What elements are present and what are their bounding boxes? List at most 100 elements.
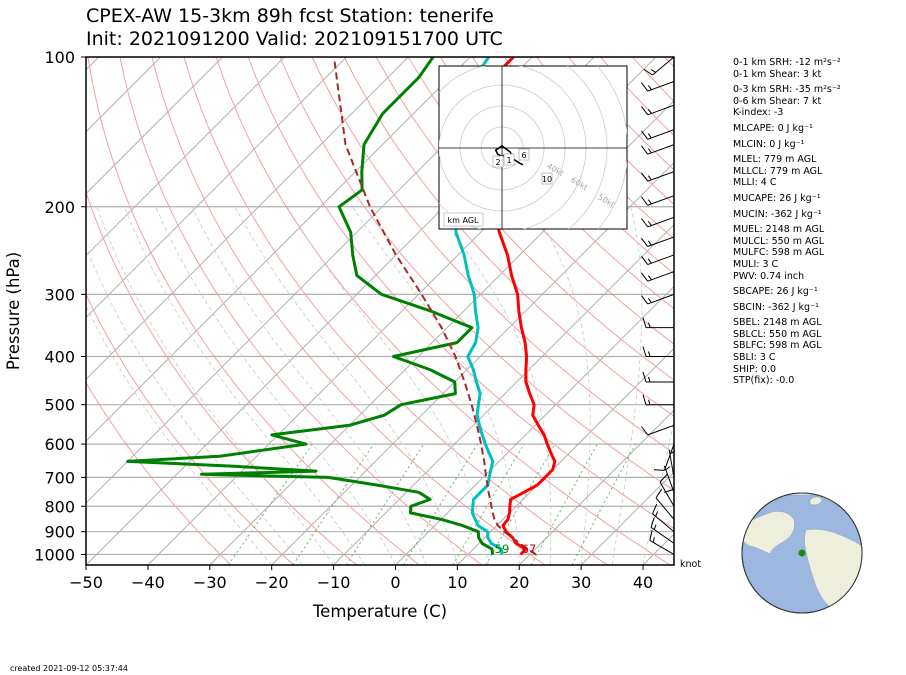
moist-adiabat <box>86 245 303 565</box>
wind-barb-staff <box>663 465 675 493</box>
wind-barb-flag <box>642 371 647 383</box>
y-tick-label: 100 <box>44 48 75 67</box>
moist-adiabat <box>86 304 272 565</box>
dry-adiabat <box>439 57 674 310</box>
wind-barb-flag <box>642 394 647 405</box>
hodograph-height-box <box>503 153 515 166</box>
wind-barb <box>642 346 674 358</box>
wind-barb-half-flag <box>653 524 657 530</box>
moist-adiabat <box>96 206 334 565</box>
wind-barb-staff <box>655 497 675 520</box>
wind-barb <box>653 443 675 471</box>
wind-barb-half-flag <box>652 537 655 543</box>
wind-barb-flag <box>641 272 649 282</box>
wind-barb-staff <box>647 104 675 116</box>
x-tick-label: −10 <box>317 573 351 592</box>
index-line: 0-6 km Shear: 7 kt <box>733 95 822 107</box>
dry-adiabat <box>407 57 674 345</box>
wind-barb-staff <box>647 171 675 182</box>
dry-adiabat <box>86 293 295 565</box>
wind-barb <box>641 144 675 155</box>
wind-barb-flag <box>663 488 675 493</box>
isotherm <box>209 100 674 565</box>
wind-barb <box>652 503 675 533</box>
hodograph-trace <box>494 144 524 166</box>
index-line: SBLFC: 598 m AGL <box>733 340 822 352</box>
wind-barb-flag <box>642 317 647 328</box>
station-marker <box>798 549 806 557</box>
wind-barb-flag <box>641 218 649 228</box>
wind-barb-flag <box>643 68 653 76</box>
x-tick-label: −30 <box>193 573 227 592</box>
index-line: SHIP: 0.0 <box>733 363 777 375</box>
index-line: MULI: 3 C <box>733 258 779 270</box>
mixing-ratio-line <box>571 443 636 565</box>
wind-barb-half-flag <box>648 399 651 405</box>
wind-barb-staff <box>663 443 675 471</box>
wind-barb-flag <box>650 517 655 528</box>
hodograph-height-label: 1 <box>506 156 511 165</box>
wind-barb-half-flag <box>647 175 652 181</box>
wind-barb <box>641 195 675 206</box>
hodograph-height-label: 10 <box>542 175 552 184</box>
isotherm <box>86 57 285 257</box>
wind-barb-staff <box>647 424 675 436</box>
isotherm <box>395 285 674 565</box>
y-tick-label: 400 <box>44 348 75 367</box>
wind-barb <box>650 517 675 544</box>
hodograph-height-box <box>518 148 530 161</box>
wind-barb-staff <box>647 81 675 92</box>
wind-barb-flag <box>653 469 665 471</box>
wind-barb-half-flag <box>647 85 652 90</box>
wind-barb-staff <box>652 513 675 533</box>
wind-barb-staff <box>647 144 675 155</box>
wind-barb-flag <box>641 172 649 182</box>
wind-barb-half-flag <box>647 298 652 303</box>
isotherm <box>86 57 471 442</box>
x-tick-label: 10 <box>447 573 467 592</box>
wind-barb-flag <box>641 145 649 155</box>
wind-barb-staff <box>659 481 675 507</box>
wind-barb <box>642 317 674 329</box>
wind-barb-half-flag <box>655 511 659 517</box>
axes: −50 −40 −30 −20 −10 0 10 20 30 40 100 200 300 400 500 6… <box>34 48 653 592</box>
index-line: 0-1 km SRH: -12 m²s⁻² <box>733 57 841 68</box>
wind-barb <box>641 104 675 116</box>
wind-barb <box>641 171 675 182</box>
wind-barb-half-flag <box>648 322 651 328</box>
wind-barb <box>642 394 674 406</box>
y-tick-label: 700 <box>44 468 75 487</box>
index-line: MULCL: 550 m AGL <box>733 235 825 247</box>
background-lines <box>86 57 674 565</box>
wind-barb-flag <box>642 346 647 357</box>
moist-adiabat <box>124 206 365 565</box>
y-axis-label: Pressure (hPa) <box>4 252 23 370</box>
wind-barb-staff <box>647 293 675 305</box>
moist-adiabat <box>351 206 520 565</box>
index-line: 0-1 km Shear: 3 kt <box>733 68 822 80</box>
plot-frame <box>85 56 675 566</box>
wind-barb-staff <box>647 236 675 247</box>
wind-barb-half-flag <box>647 108 652 114</box>
x-tick-label: −50 <box>69 573 103 592</box>
x-tick-label: 40 <box>633 573 653 592</box>
y-tick-label: 1000 <box>34 545 75 564</box>
moist-adiabat <box>155 206 396 565</box>
wind-barb-staff <box>650 526 675 544</box>
moist-adiabat <box>286 206 489 565</box>
y-tick-label: 500 <box>44 396 75 415</box>
index-line: SBLI: 3 C <box>733 352 776 364</box>
wind-barb-half-flag <box>665 466 671 471</box>
index-line: MUCAPE: 26 J kg⁻¹ <box>733 192 821 204</box>
hodograph-legend-box <box>443 212 484 227</box>
hodograph-height-box <box>541 172 553 185</box>
y-tick-label: 800 <box>44 497 75 516</box>
dry-adiabat <box>471 57 674 275</box>
mixing-ratio-line <box>403 443 479 565</box>
surface-labels: 67 59 <box>495 542 537 556</box>
dry-adiabat <box>279 57 674 492</box>
wind-barb-staff <box>647 271 675 282</box>
wind-barb-half-flag <box>647 221 652 226</box>
wind-barb-staff <box>649 540 675 555</box>
